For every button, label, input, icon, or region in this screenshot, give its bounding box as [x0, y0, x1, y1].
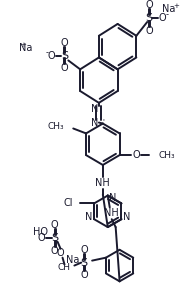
Text: N: N [123, 212, 130, 222]
Text: O: O [80, 245, 88, 255]
Text: -: - [165, 11, 168, 19]
Text: O: O [57, 248, 64, 258]
Text: O: O [48, 50, 55, 60]
Text: Na: Na [162, 4, 175, 14]
Text: Na: Na [66, 255, 79, 264]
Text: CH: CH [58, 263, 70, 272]
Text: ': ' [102, 118, 104, 124]
Text: Cl: Cl [64, 199, 73, 209]
Text: O: O [51, 246, 58, 256]
Text: +: + [20, 42, 26, 48]
Text: S: S [146, 13, 153, 23]
Text: O: O [145, 0, 153, 10]
Text: O: O [132, 150, 140, 160]
Text: S: S [81, 257, 88, 268]
Text: O: O [61, 38, 68, 48]
Text: N: N [86, 212, 93, 222]
Text: +: + [173, 3, 179, 9]
Text: O: O [37, 233, 45, 243]
Text: N: N [91, 104, 99, 114]
Text: O: O [158, 13, 166, 23]
Text: -: - [45, 48, 48, 57]
Text: CH₃: CH₃ [158, 150, 175, 160]
Text: N: N [109, 192, 116, 202]
Text: S: S [61, 50, 68, 60]
Text: Na: Na [19, 43, 33, 53]
Text: O: O [51, 220, 58, 230]
Text: NH: NH [104, 208, 119, 218]
Text: NH: NH [95, 178, 110, 188]
Text: HO: HO [33, 227, 48, 237]
Text: O: O [145, 26, 153, 36]
Text: O: O [80, 270, 88, 280]
Text: S: S [51, 233, 58, 243]
Text: CH₃: CH₃ [48, 122, 64, 131]
Text: N: N [91, 118, 99, 128]
Text: O: O [61, 63, 68, 73]
